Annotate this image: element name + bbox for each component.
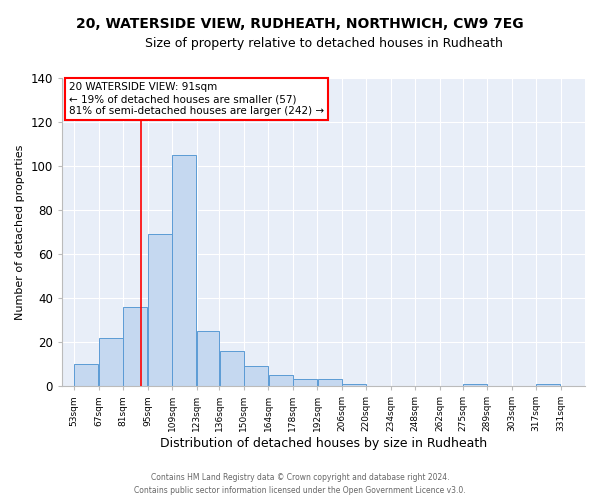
Bar bbox=[269, 375, 293, 386]
Bar bbox=[99, 338, 123, 386]
Text: 20, WATERSIDE VIEW, RUDHEATH, NORTHWICH, CW9 7EG: 20, WATERSIDE VIEW, RUDHEATH, NORTHWICH,… bbox=[76, 18, 524, 32]
Bar bbox=[124, 307, 148, 386]
Bar bbox=[293, 380, 317, 386]
Bar bbox=[220, 351, 244, 386]
Bar bbox=[244, 366, 268, 386]
Bar bbox=[463, 384, 487, 386]
Bar bbox=[536, 384, 560, 386]
Y-axis label: Number of detached properties: Number of detached properties bbox=[15, 144, 25, 320]
X-axis label: Distribution of detached houses by size in Rudheath: Distribution of detached houses by size … bbox=[160, 437, 487, 450]
Bar bbox=[317, 380, 341, 386]
Bar bbox=[197, 331, 219, 386]
Bar bbox=[74, 364, 98, 386]
Bar bbox=[342, 384, 366, 386]
Text: Contains HM Land Registry data © Crown copyright and database right 2024.
Contai: Contains HM Land Registry data © Crown c… bbox=[134, 473, 466, 495]
Bar bbox=[172, 155, 196, 386]
Bar bbox=[148, 234, 172, 386]
Title: Size of property relative to detached houses in Rudheath: Size of property relative to detached ho… bbox=[145, 38, 502, 51]
Text: 20 WATERSIDE VIEW: 91sqm
← 19% of detached houses are smaller (57)
81% of semi-d: 20 WATERSIDE VIEW: 91sqm ← 19% of detach… bbox=[69, 82, 324, 116]
